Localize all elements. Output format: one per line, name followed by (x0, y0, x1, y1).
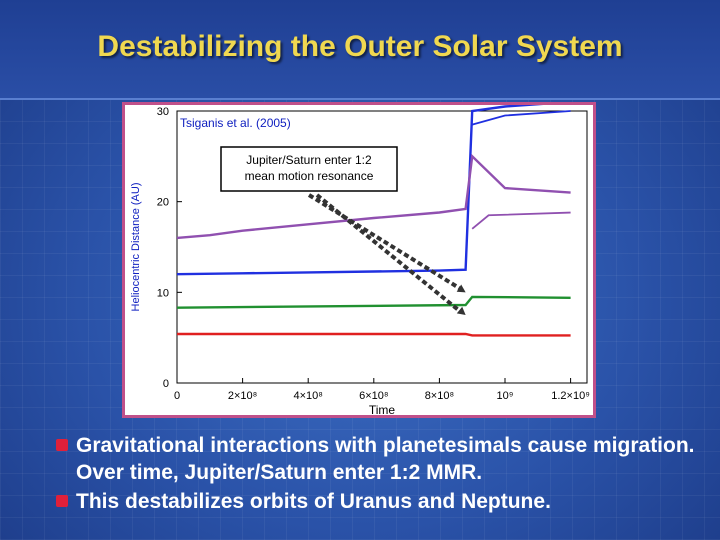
y-tick-label: 10 (157, 287, 169, 299)
dotted-arrow (315, 193, 461, 313)
bullet-text: Gravitational interactions with planetes… (76, 434, 695, 484)
x-axis-label: Time (369, 403, 396, 415)
series-line (177, 332, 571, 337)
annotation-line1: Jupiter/Saturn enter 1:2 (246, 153, 372, 167)
arrow-head-icon (456, 284, 466, 293)
x-tick-label: 1.2×10⁹ (551, 390, 590, 402)
arrow-head-icon (456, 306, 466, 315)
bullet-text: This destabilizes orbits of Uranus and N… (76, 490, 551, 513)
x-tick-label: 10⁹ (497, 390, 514, 402)
title-band (0, 0, 720, 100)
annotation-box (220, 146, 398, 192)
bullet-item: This destabilizes orbits of Uranus and N… (54, 488, 704, 515)
orbit-evolution-chart: Tsiganis et al. (2005) 0 10 20 30 0 2×10⁸ 4×10… (130, 105, 590, 415)
bullet-square-icon (56, 439, 68, 451)
y-tick-label: 20 (157, 197, 169, 209)
slide-title: Destabilizing the Outer Solar System (97, 30, 623, 63)
bullet-list: Gravitational interactions with planetes… (54, 432, 704, 517)
dotted-arrow (307, 193, 461, 291)
x-tick-label: 4×10⁸ (293, 390, 322, 402)
figure-frame: Tsiganis et al. (2005) 0 10 20 30 0 2×10⁸ 4×10… (122, 102, 596, 418)
x-tick-label: 0 (174, 390, 180, 402)
annotation-line2: mean motion resonance (245, 169, 374, 183)
x-tick-label: 8×10⁸ (425, 390, 454, 402)
y-tick-label: 0 (163, 378, 169, 390)
series-line (176, 153, 571, 240)
plot-frame (176, 110, 588, 384)
x-tick-label: 6×10⁸ (359, 390, 388, 402)
bullet-square-icon (56, 495, 68, 507)
y-axis-label: Heliocentric Distance (AU) (130, 183, 142, 312)
y-tick-label: 30 (157, 106, 169, 118)
series-line (471, 211, 571, 230)
series-line (176, 295, 571, 309)
series-line (176, 105, 544, 276)
bullet-item: Gravitational interactions with planetes… (54, 432, 704, 486)
series-line (471, 110, 571, 126)
x-tick-label: 2×10⁸ (228, 390, 257, 402)
citation: Tsiganis et al. (2005) (180, 116, 291, 130)
